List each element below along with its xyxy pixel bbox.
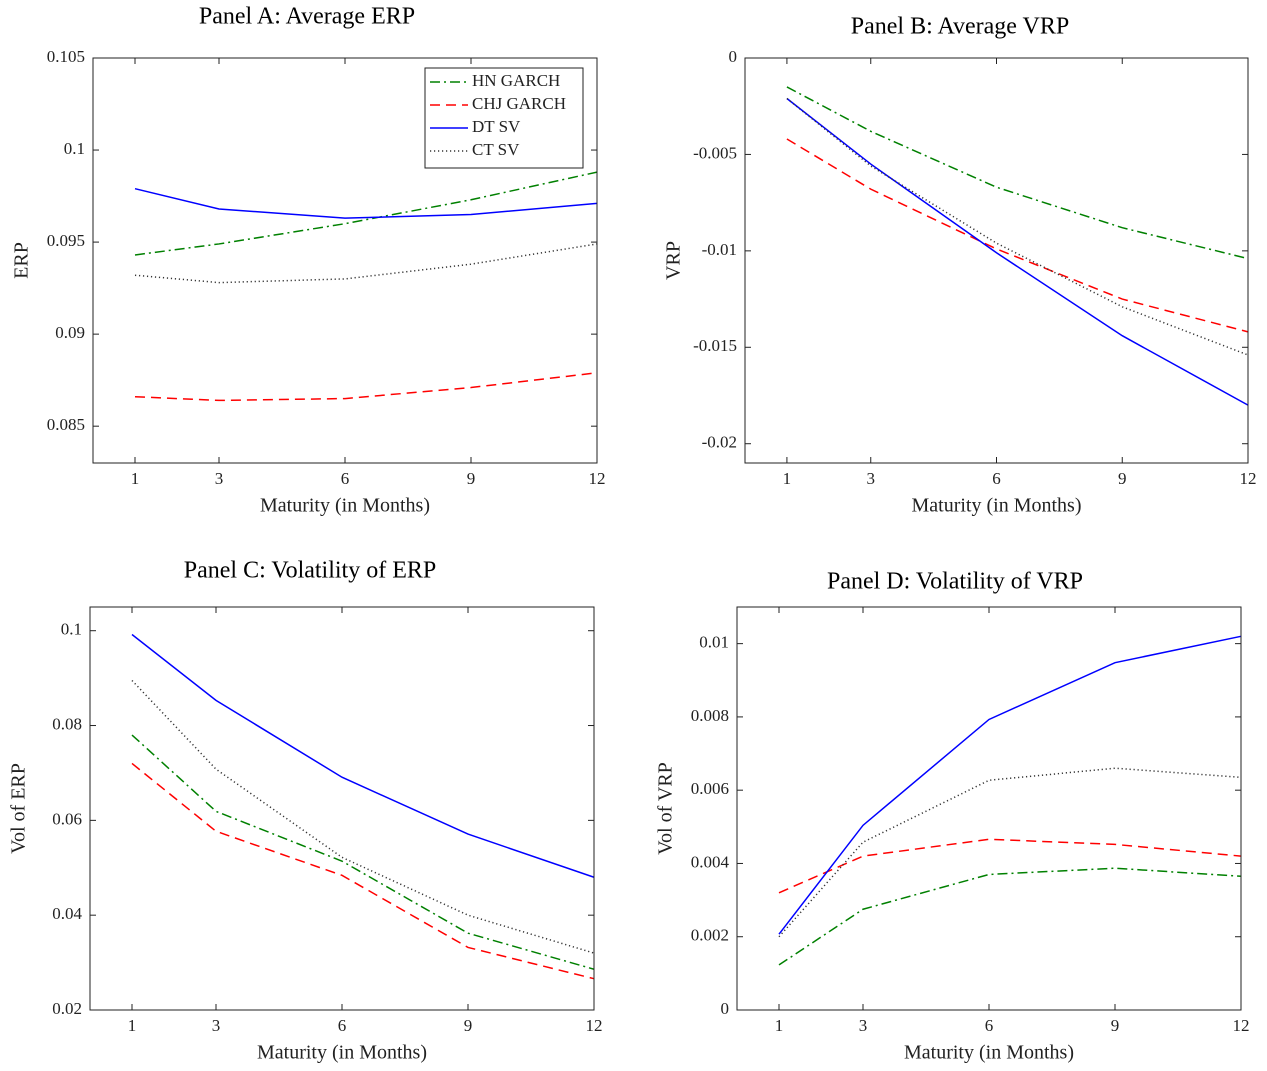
y-tick-label: 0 [721, 999, 730, 1018]
series-line [786, 97, 1249, 406]
x-tick-label: 9 [464, 1016, 473, 1035]
series-line [131, 679, 595, 954]
y-tick-label: 0.1 [61, 620, 82, 639]
x-tick-label: 9 [1118, 469, 1127, 488]
series-line [786, 138, 1249, 333]
y-tick-label: -0.005 [693, 143, 737, 162]
y-tick-label: 0.1 [64, 139, 85, 158]
chart-title: Panel A: Average ERP [199, 4, 415, 30]
series-line [131, 633, 595, 878]
panel: Panel B: Average VRP Maturity (in Months)… [663, 14, 1257, 517]
legend-label: CT SV [472, 140, 520, 159]
y-tick-label: 0.06 [52, 809, 82, 828]
x-tick-label: 3 [215, 469, 224, 488]
x-tick-label: 1 [783, 469, 792, 488]
y-tick-label: 0.006 [691, 779, 729, 798]
x-tick-label: 1 [131, 469, 140, 488]
chart-title: Panel C: Volatility of ERP [184, 558, 436, 584]
x-tick-label: 3 [867, 469, 876, 488]
x-tick-label: 6 [992, 469, 1001, 488]
series-line [134, 372, 598, 402]
y-tick-label: 0.08 [52, 714, 82, 733]
x-tick-label: 6 [338, 1016, 347, 1035]
x-axis-label: Maturity (in Months) [260, 495, 430, 517]
x-tick-label: 3 [859, 1016, 868, 1035]
x-tick-label: 12 [1233, 1016, 1250, 1035]
series-line [134, 187, 598, 219]
series-line [131, 762, 595, 980]
chart-title: Panel B: Average VRP [851, 14, 1069, 40]
series-line [778, 635, 1242, 935]
legend-label: HN GARCH [472, 71, 560, 90]
y-tick-label: -0.01 [702, 240, 737, 259]
x-tick-label: 3 [212, 1016, 221, 1035]
x-axis-label: Maturity (in Months) [912, 495, 1082, 517]
legend-label: DT SV [472, 117, 521, 136]
x-axis-label: Maturity (in Months) [257, 1042, 427, 1064]
panel: Panel D: Volatility of VRP Maturity (in M… [655, 569, 1250, 1064]
y-tick-label: 0.004 [691, 852, 730, 871]
x-tick-label: 9 [467, 469, 476, 488]
series-line [778, 867, 1242, 966]
legend-box [424, 67, 584, 169]
x-tick-label: 6 [341, 469, 350, 488]
y-tick-label: 0.01 [699, 633, 729, 652]
series-line [778, 838, 1242, 894]
x-tick-label: 1 [775, 1016, 784, 1035]
y-tick-label: -0.02 [702, 433, 737, 452]
series-line [134, 243, 598, 284]
y-tick-label: 0.095 [47, 231, 85, 250]
legend-label: CHJ GARCH [472, 94, 566, 113]
y-tick-label: 0.105 [47, 47, 85, 66]
y-tick-label: 0.02 [52, 999, 82, 1018]
axes-box [89, 606, 595, 1011]
axes-box [744, 57, 1249, 464]
y-tick-label: 0.085 [47, 415, 85, 434]
y-tick-label: 0.008 [691, 706, 729, 725]
series-line [131, 734, 595, 970]
x-tick-label: 1 [128, 1016, 137, 1035]
y-tick-label: 0.09 [55, 323, 85, 342]
series-line [134, 171, 598, 256]
y-axis-label: Vol of VRP [655, 762, 677, 855]
y-tick-label: 0.04 [52, 904, 82, 923]
x-tick-label: 12 [589, 469, 606, 488]
y-tick-label: -0.015 [693, 336, 737, 355]
y-axis-label: ERP [11, 242, 33, 279]
series-line [786, 97, 1249, 356]
x-tick-label: 6 [985, 1016, 994, 1035]
axes-box [736, 606, 1242, 1011]
series-line [778, 767, 1242, 938]
y-tick-label: 0 [729, 47, 738, 66]
y-axis-label: VRP [663, 241, 685, 280]
series-line [786, 86, 1249, 260]
chart-title: Panel D: Volatility of VRP [827, 569, 1083, 595]
x-tick-label: 9 [1111, 1016, 1120, 1035]
axes-box [92, 57, 598, 464]
panel: Panel C: Volatility of ERP Maturity (in M… [8, 558, 603, 1064]
x-tick-label: 12 [586, 1016, 603, 1035]
panel: Panel A: Average ERP Maturity (in Months)… [11, 4, 606, 517]
x-axis-label: Maturity (in Months) [904, 1042, 1074, 1064]
x-tick-label: 12 [1240, 469, 1257, 488]
y-axis-label: Vol of ERP [8, 763, 30, 854]
y-tick-label: 0.002 [691, 926, 729, 945]
